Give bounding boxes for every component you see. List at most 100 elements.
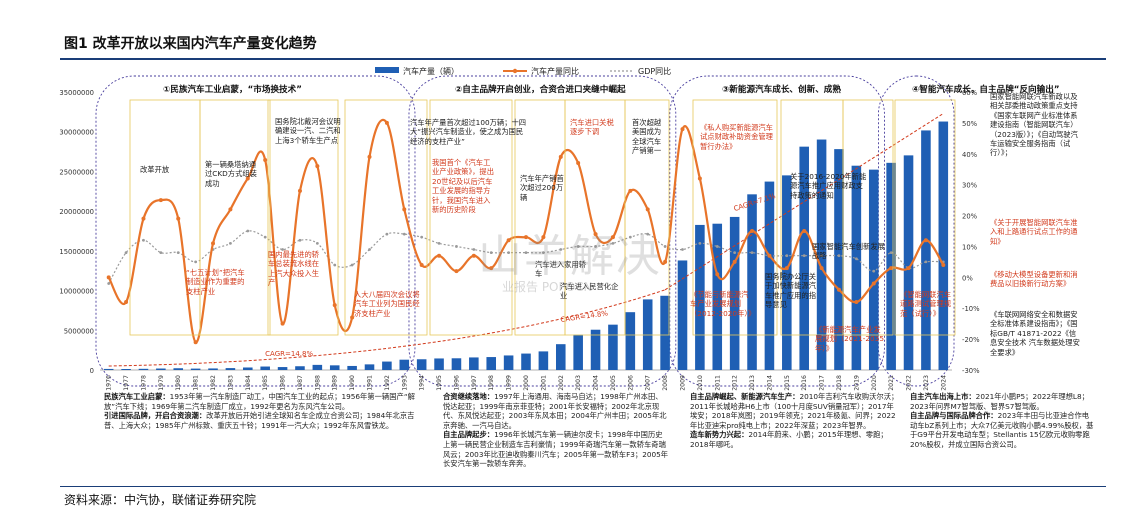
x-tick-label: 1980 — [175, 375, 182, 391]
note-text-1: 1953年第一汽车制造厂动工，中国汽车工业的起点；1956年第一辆国产“解放”汽… — [104, 392, 415, 411]
bar — [243, 367, 253, 370]
note-phase4: 自主汽车出海上市：2021年小鹏P5；2022年理想L8；2023年问界M7智驾… — [910, 392, 1094, 450]
bar — [799, 146, 809, 370]
x-tick-label: 2024 — [940, 375, 947, 391]
annotation-box — [129, 99, 201, 336]
annotation-box — [429, 99, 513, 336]
x-tick-label: 1986 — [280, 375, 287, 391]
phase-label-3: ③新能源汽车成长、创新、成熟 — [722, 85, 841, 95]
x-tick-label: 1995 — [436, 375, 443, 391]
x-tick-label: 1978 — [140, 375, 147, 391]
production-yoy-point — [697, 176, 702, 181]
x-tick-label: 1998 — [488, 375, 495, 391]
production-yoy-point — [663, 259, 668, 264]
production-yoy-point — [350, 315, 355, 320]
x-tick-label: 1990 — [349, 375, 356, 391]
x-tick-label: 1985 — [262, 375, 269, 391]
bar — [103, 368, 114, 370]
legend-label-yoy: 汽车产量同比 — [531, 66, 579, 76]
production-yoy-point — [280, 321, 285, 326]
x-tick-label: 2006 — [627, 375, 634, 391]
gdp-yoy-point — [854, 257, 858, 261]
gdp-yoy-point — [368, 248, 371, 251]
annotation-box — [199, 99, 271, 336]
production-yoy-point — [332, 303, 337, 308]
x-tick-label: 1977 — [123, 375, 130, 391]
x-tick-label: 1997 — [471, 375, 478, 391]
x-tick-label: 2020 — [871, 375, 878, 391]
bar — [521, 353, 531, 370]
y-right-tick-label: 0% — [962, 274, 973, 282]
gdp-yoy-point — [628, 235, 632, 239]
gdp-yoy-point — [194, 260, 198, 264]
gdp-yoy-point — [281, 248, 284, 251]
x-tick-label: 2005 — [610, 375, 617, 391]
x-tick-label: 2002 — [558, 375, 565, 391]
production-yoy-point — [419, 262, 424, 267]
production-yoy-point — [402, 207, 407, 212]
y-right-tick-label: 30% — [962, 182, 978, 190]
production-yoy-point — [211, 241, 216, 246]
bar — [590, 329, 601, 370]
production-yoy-point — [593, 232, 598, 237]
bar — [851, 165, 862, 370]
note-phase1: 民族汽车工业启蒙：1953年第一汽车制造厂动工，中国汽车工业的起点；1956年第… — [104, 392, 420, 430]
x-tick-label: 1994 — [419, 375, 426, 391]
annotation-family-car: 汽车进入家用轿车 — [535, 260, 587, 279]
x-tick-label: 2017 — [819, 375, 826, 391]
bar — [399, 359, 410, 370]
annotation-two-million: 汽车年产销首次超过200万辆 — [520, 174, 564, 202]
production-yoy-point — [558, 154, 563, 159]
bar — [347, 365, 357, 370]
bar — [555, 344, 566, 370]
gdp-yoy-point — [889, 251, 893, 255]
x-tick-label: 2004 — [593, 375, 600, 391]
production-yoy-point — [367, 154, 372, 159]
gdp-yoy-point — [159, 251, 163, 255]
production-yoy-point — [437, 253, 442, 258]
x-tick-label: 2010 — [697, 375, 704, 391]
gdp-yoy-point — [802, 254, 806, 258]
gdp-yoy-point — [298, 238, 302, 242]
x-tick-label: 1988 — [314, 375, 321, 391]
x-tick-label: 2021 — [888, 375, 895, 391]
note-head-7: 自主汽车出海上市： — [910, 392, 976, 401]
bar — [660, 295, 670, 370]
production-yoy-point — [158, 198, 163, 203]
production-yoy-point — [384, 120, 389, 125]
production-yoy-point — [106, 275, 111, 280]
gdp-yoy-point — [820, 254, 823, 258]
production-yoy-point — [645, 207, 650, 212]
gdp-yoy-point — [611, 241, 615, 245]
x-tick-label: 1991 — [367, 375, 374, 391]
bar — [782, 175, 792, 370]
gdp-yoy-point — [263, 235, 267, 239]
production-yoy-point — [263, 157, 268, 162]
note-head-3: 合资继续落地： — [443, 392, 495, 401]
figure-source: 资料来源：中汽协，联储证券研究院 — [64, 493, 257, 507]
x-tick-label: 2016 — [801, 375, 808, 391]
x-tick-label: 1976 — [106, 375, 113, 391]
gdp-yoy-point — [385, 232, 389, 236]
note-head-6: 造车新势力兴起： — [690, 430, 749, 440]
x-tick-label: 1979 — [158, 375, 165, 391]
annotation-box — [894, 99, 956, 336]
production-yoy-point — [193, 340, 198, 345]
bar — [764, 181, 775, 370]
annotation-box — [692, 99, 778, 336]
gdp-yoy-point — [715, 245, 719, 248]
x-tick-label: 2014 — [766, 375, 773, 391]
gdp-yoy-point — [872, 269, 876, 273]
production-yoy-point — [819, 266, 824, 271]
production-yoy-point — [802, 229, 807, 233]
gdp-yoy-point — [524, 251, 528, 255]
bar — [295, 366, 305, 370]
figure-title: 图1 改革开放以来国内汽车产量变化趋势 — [64, 36, 317, 52]
phase-region-1 — [95, 75, 416, 387]
bar — [677, 260, 688, 370]
right-text-d: 《车联网网络安全和数据安全标准体系建设指南》；《国标GB/T 41871-202… — [990, 310, 1080, 357]
bar — [156, 368, 166, 370]
x-tick-label: 2023 — [923, 375, 930, 391]
bar — [486, 357, 497, 370]
right-text-c: 《移动大模型设备更新和消费品以旧换新行动方案》 — [990, 270, 1078, 289]
